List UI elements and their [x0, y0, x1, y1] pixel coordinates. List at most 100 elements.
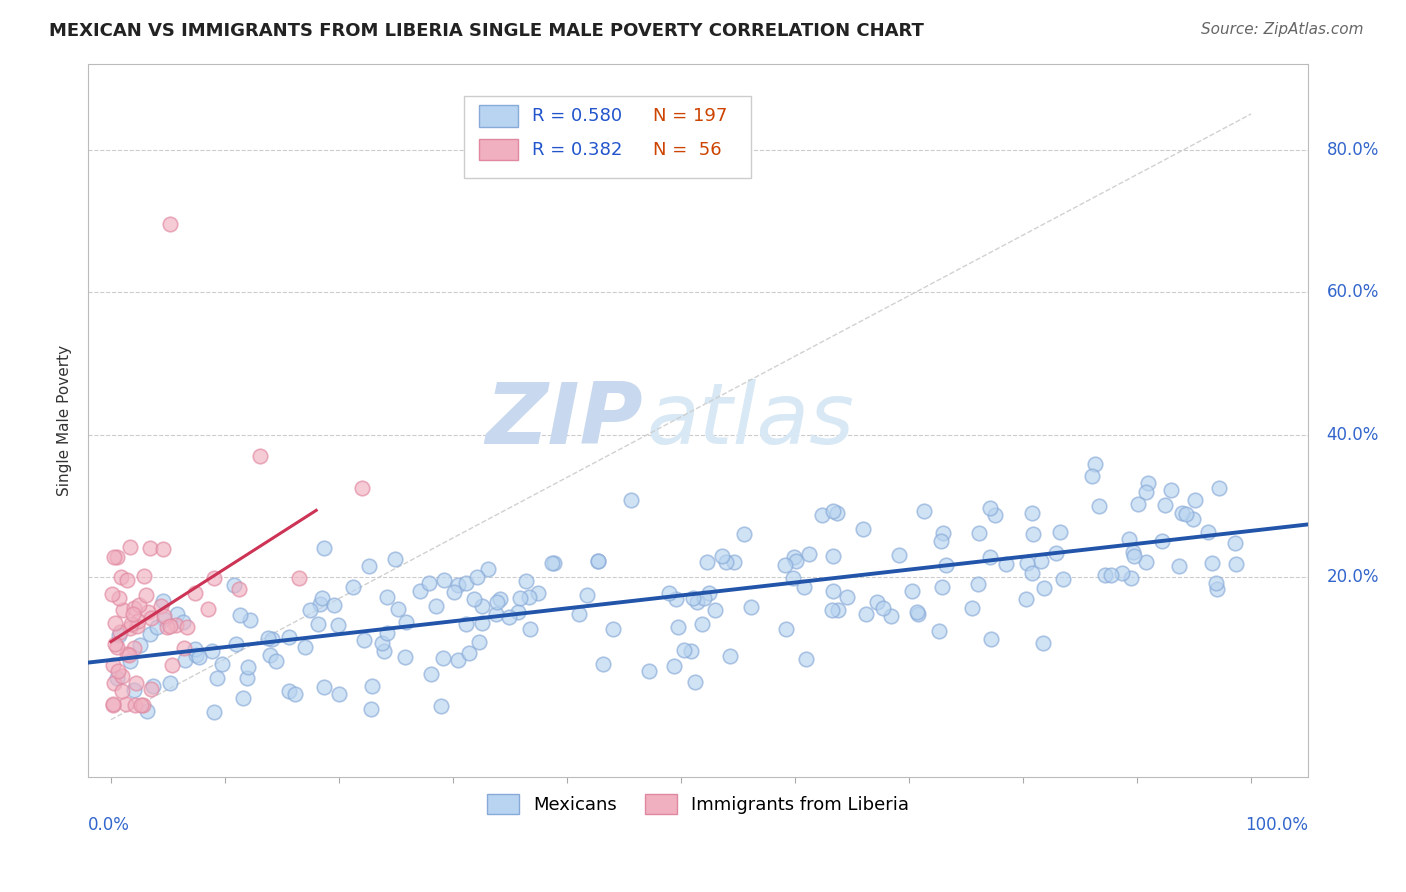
Point — [498, 610, 520, 624]
Point — [485, 607, 508, 621]
Point — [855, 607, 877, 621]
Point — [430, 698, 453, 713]
Point — [277, 684, 299, 698]
Point — [232, 691, 254, 706]
Point — [420, 666, 443, 681]
Point — [443, 584, 465, 599]
Point — [409, 584, 432, 599]
Point — [312, 680, 335, 694]
Point — [172, 615, 194, 630]
Point — [136, 606, 159, 620]
Point — [323, 598, 346, 612]
Point — [664, 592, 686, 607]
Point — [932, 526, 955, 541]
Point — [104, 637, 127, 651]
Point — [132, 698, 155, 713]
Point — [1205, 582, 1227, 597]
Point — [714, 555, 737, 569]
Point — [118, 621, 141, 635]
Point — [211, 657, 233, 672]
Point — [104, 615, 127, 630]
Point — [979, 501, 1001, 516]
Point — [249, 449, 271, 463]
Point — [1081, 468, 1104, 483]
Point — [165, 618, 187, 632]
Point — [118, 654, 141, 668]
Point — [1168, 559, 1191, 574]
Point — [225, 637, 247, 651]
Point — [201, 644, 224, 658]
Point — [202, 571, 225, 585]
Point — [979, 549, 1001, 564]
Text: R = 0.382: R = 0.382 — [533, 141, 623, 159]
Point — [105, 640, 128, 654]
Point — [519, 622, 541, 636]
Point — [146, 620, 169, 634]
Text: N = 197: N = 197 — [652, 107, 727, 125]
Point — [173, 640, 195, 655]
Point — [129, 638, 152, 652]
Point — [527, 586, 550, 600]
Point — [692, 617, 714, 632]
Point — [328, 687, 350, 701]
Point — [121, 617, 143, 632]
Point — [880, 609, 903, 624]
Point — [673, 642, 696, 657]
Point — [782, 571, 804, 585]
Point — [132, 569, 155, 583]
Point — [447, 653, 470, 667]
Point — [152, 609, 174, 624]
Point — [156, 620, 179, 634]
Point — [666, 620, 689, 634]
Point — [907, 607, 929, 622]
Point — [205, 671, 228, 685]
Point — [202, 706, 225, 720]
Point — [962, 600, 984, 615]
Point — [782, 549, 804, 564]
Point — [111, 669, 134, 683]
Point — [718, 648, 741, 663]
FancyBboxPatch shape — [478, 139, 517, 161]
Point — [150, 599, 173, 613]
Point — [122, 601, 145, 615]
Point — [159, 218, 181, 232]
Point — [1021, 506, 1043, 520]
Point — [1122, 544, 1144, 558]
Point — [107, 664, 129, 678]
Point — [733, 526, 755, 541]
Point — [1021, 566, 1043, 580]
Point — [1084, 458, 1107, 472]
Point — [425, 599, 447, 614]
Point — [236, 672, 259, 686]
Point — [139, 626, 162, 640]
Point — [575, 588, 598, 602]
Point — [679, 644, 702, 658]
Point — [288, 570, 311, 584]
Point — [823, 504, 845, 518]
Point — [465, 569, 488, 583]
Point — [418, 576, 440, 591]
Point — [740, 600, 762, 615]
Point — [1087, 499, 1109, 513]
Point — [586, 554, 609, 568]
Point — [543, 557, 565, 571]
Point — [312, 541, 335, 555]
Point — [432, 650, 454, 665]
Point — [197, 602, 219, 616]
Point — [1032, 581, 1054, 595]
Point — [1118, 532, 1140, 546]
Point — [135, 589, 157, 603]
Point — [588, 554, 610, 568]
Point — [394, 650, 416, 665]
Point — [107, 591, 129, 606]
Point — [1225, 557, 1247, 571]
Point — [176, 620, 198, 634]
Point — [1049, 524, 1071, 539]
Point — [517, 590, 540, 604]
Point — [139, 611, 162, 625]
Point — [239, 613, 262, 627]
Point — [810, 508, 832, 522]
Text: ZIP: ZIP — [485, 379, 643, 462]
Point — [983, 508, 1005, 522]
Point — [359, 558, 381, 573]
